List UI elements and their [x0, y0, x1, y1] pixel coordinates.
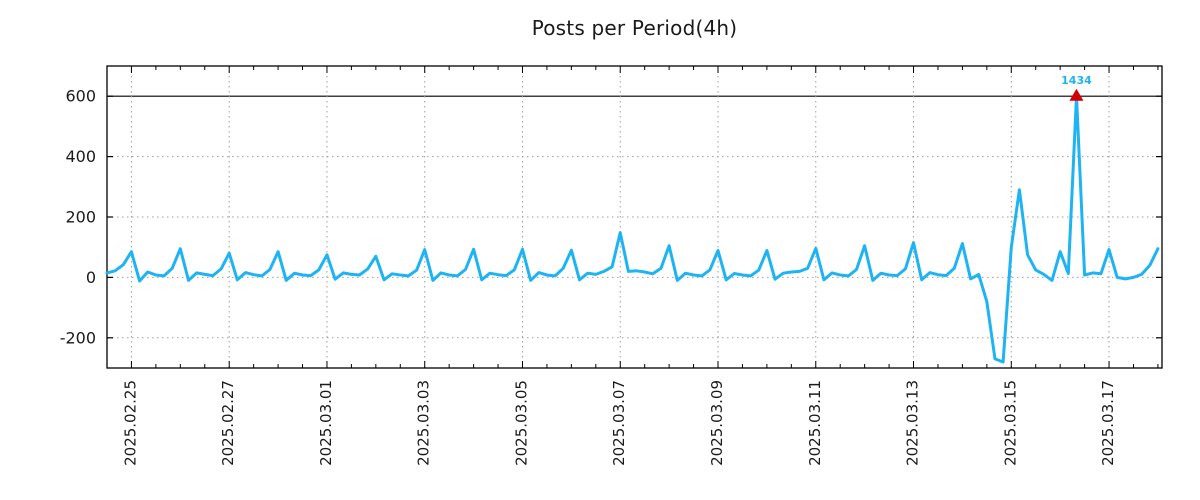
y-tick-label: 600 [65, 87, 96, 106]
y-tick-label: 0 [86, 268, 96, 287]
y-tick-label: 400 [65, 147, 96, 166]
x-tick-label: 2025.03.05 [512, 380, 530, 466]
y-tick-label: 200 [65, 208, 96, 227]
x-tick-label: 2025.03.07 [610, 380, 628, 466]
peak-value-label: 1434 [1061, 74, 1092, 87]
x-tick-label: 2025.03.11 [806, 380, 824, 466]
peak-marker-icon [1069, 88, 1084, 101]
x-tick-label: 2025.02.25 [121, 380, 139, 466]
series-line [105, 94, 1160, 364]
x-tick-label: 2025.03.01 [317, 380, 335, 466]
x-tick-label: 2025.03.13 [904, 380, 922, 466]
x-tick-label: 2025.03.03 [415, 380, 433, 466]
x-tick-label: 2025.03.09 [708, 380, 726, 466]
x-tick-label: 2025.02.27 [219, 380, 237, 466]
y-tick-label: -200 [60, 328, 96, 347]
plot-border [106, 65, 1163, 369]
x-tick-label: 2025.03.17 [1099, 380, 1117, 466]
x-tick-label: 2025.03.15 [1001, 380, 1019, 466]
chart-title: Posts per Period(4h) [531, 16, 738, 40]
